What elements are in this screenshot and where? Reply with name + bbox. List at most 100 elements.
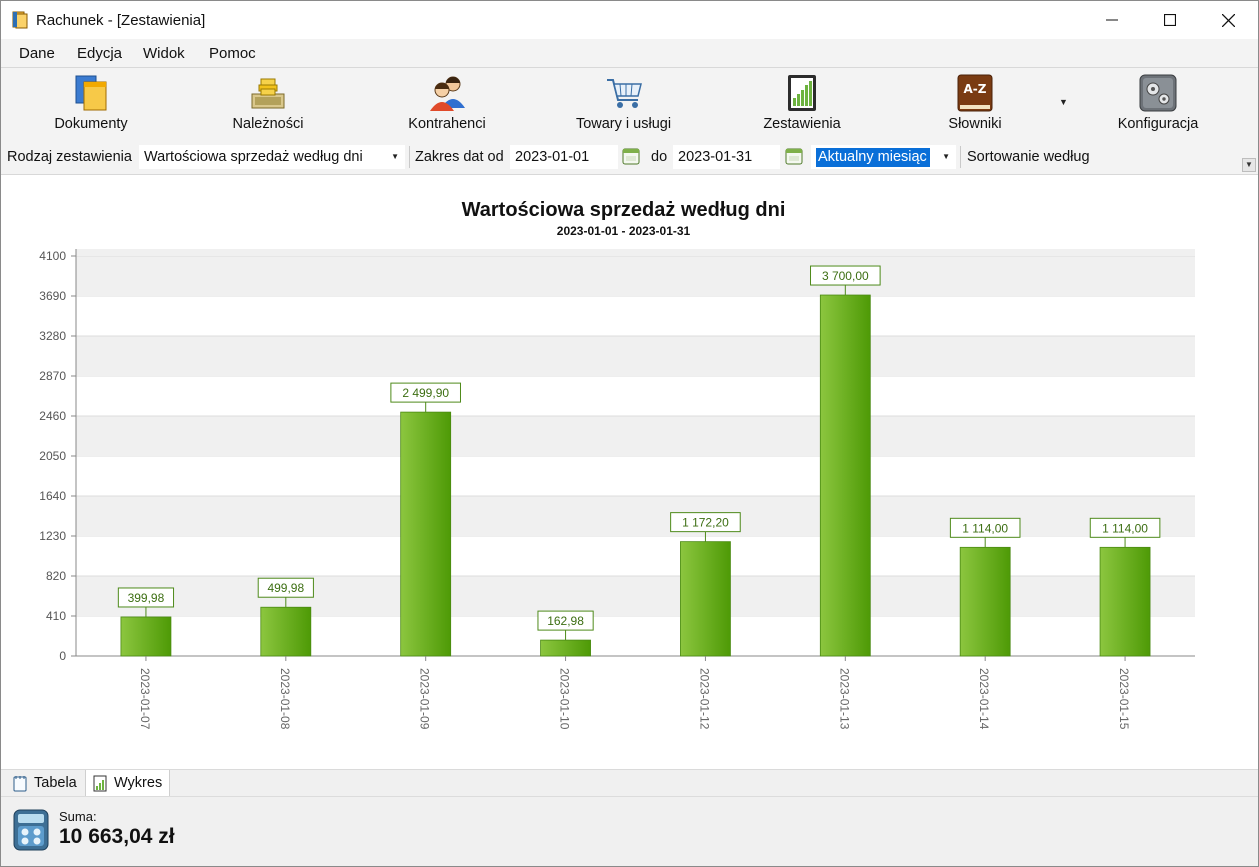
- tab-wykres[interactable]: Wykres: [85, 770, 171, 797]
- y-tick-label: 1230: [39, 529, 66, 543]
- minimize-button[interactable]: [1083, 1, 1141, 39]
- window-title: Rachunek - [Zestawienia]: [36, 12, 206, 29]
- data-label-box: [117, 587, 175, 608]
- sum-value: 10 663,04 zł: [59, 825, 175, 848]
- y-tick-label: 410: [46, 609, 66, 623]
- data-label-box: [390, 382, 461, 403]
- y-tick-label: 2460: [39, 409, 66, 423]
- chart-title: Wartościowa sprzedaż według dni: [461, 199, 786, 221]
- date-range-label: Zakres dat od: [415, 149, 504, 165]
- toolbar-kontrahenci-button[interactable]: Kontrahenci: [397, 68, 497, 140]
- data-label: 1 114,00: [962, 521, 1008, 535]
- toolbar-dokumenty-button[interactable]: Dokumenty: [41, 68, 141, 140]
- x-tick-label: 2023-01-12: [697, 668, 711, 730]
- menu-widok[interactable]: Widok: [143, 45, 185, 62]
- report-type-value: Wartościowa sprzedaż według dni: [144, 149, 363, 165]
- menu-pomoc[interactable]: Pomoc: [209, 45, 256, 62]
- data-label-box: [670, 512, 741, 533]
- view-tabs: Tabela Wykres: [1, 769, 1258, 797]
- menu-bar: Dane Edycja Widok Pomoc: [1, 39, 1258, 67]
- y-tick-label: 1640: [39, 489, 66, 503]
- documents-icon: [75, 75, 107, 111]
- toolbar-label: Należności: [232, 116, 304, 132]
- dropdown-arrow-icon: ▼: [942, 152, 950, 161]
- toolbar-label: Kontrahenci: [408, 116, 486, 132]
- maximize-button[interactable]: [1141, 1, 1199, 39]
- menu-edycja[interactable]: Edycja: [77, 45, 123, 62]
- data-label: 2 499,90: [402, 386, 449, 400]
- data-label-box: [949, 517, 1021, 538]
- y-tick-label: 3690: [39, 289, 66, 303]
- sum-label: Suma:: [59, 809, 97, 824]
- report-type-label: Rodzaj zestawienia: [7, 149, 132, 165]
- tab-tabela[interactable]: Tabela: [7, 770, 83, 796]
- sort-label: Sortowanie według: [967, 149, 1090, 165]
- tab-label: Wykres: [114, 775, 163, 791]
- x-tick-label: 2023-01-07: [138, 668, 152, 730]
- y-tick-label: 2870: [39, 369, 66, 383]
- bar: [1099, 546, 1151, 657]
- period-dropdown[interactable]: Aktualny miesiąc ▼: [811, 145, 956, 169]
- grid-band: [76, 249, 1195, 256]
- contractors-icon: [430, 76, 465, 111]
- toolbar-label: Towary i usługi: [575, 116, 672, 132]
- toolbar-label: Słowniki: [948, 116, 1002, 132]
- toolbar-label: Zestawienia: [763, 116, 841, 132]
- data-label: 1 172,20: [682, 516, 729, 530]
- report-type-dropdown[interactable]: Wartościowa sprzedaż według dni ▼: [139, 145, 405, 169]
- toolbar-towary-button[interactable]: Towary i usługi: [566, 68, 681, 140]
- dropdown-arrow-icon: ▼: [391, 152, 399, 161]
- y-tick-label: 0: [59, 649, 66, 663]
- close-button[interactable]: [1199, 1, 1257, 39]
- bar: [540, 639, 591, 657]
- bar: [400, 411, 452, 657]
- toolbar-more-arrow[interactable]: ▼: [1059, 97, 1068, 107]
- notepad-icon: [13, 775, 27, 791]
- title-bar: Rachunek - [Zestawienia]: [1, 1, 1258, 39]
- receivables-icon: [251, 78, 285, 109]
- chart-panel: Wartościowa sprzedaż według dni 2023-01-…: [1, 175, 1258, 769]
- x-tick-label: 2023-01-15: [1117, 668, 1131, 730]
- filter-expand-icon[interactable]: ▼: [1242, 158, 1256, 172]
- cart-icon: [606, 79, 642, 108]
- toolbar-zestawienia-button[interactable]: Zestawienia: [752, 68, 852, 140]
- minimize-icon: [1106, 19, 1118, 21]
- tab-label: Tabela: [34, 775, 77, 791]
- bar: [680, 541, 731, 657]
- data-label: 499,98: [267, 581, 304, 595]
- maximize-icon: [1164, 14, 1176, 26]
- bar: [260, 606, 312, 657]
- calendar-from-icon[interactable]: [622, 147, 640, 165]
- separator: [960, 146, 961, 168]
- toolbar-label: Dokumenty: [54, 116, 128, 132]
- date-to-input[interactable]: 2023-01-31: [673, 145, 780, 169]
- svg-text:A-Z: A-Z: [964, 82, 987, 96]
- data-label-box: [810, 265, 881, 286]
- data-label-box: [537, 610, 594, 631]
- separator: [409, 146, 410, 168]
- report-chart-icon: [788, 75, 816, 111]
- filter-bar: Rodzaj zestawienia Wartościowa sprzedaż …: [1, 140, 1258, 175]
- y-tick-label: 2050: [39, 449, 66, 463]
- x-tick-label: 2023-01-09: [418, 668, 432, 730]
- bar-chart: 0 410 820 1230 1640 2050 2460 2870 3280 3690 4100 3…: [39, 249, 1195, 730]
- x-tick-label: 2023-01-08: [278, 668, 292, 730]
- status-bar: Suma: 10 663,04 zł: [1, 796, 1258, 866]
- bar: [819, 294, 871, 657]
- chart-subtitle: 2023-01-01 - 2023-01-31: [556, 224, 691, 238]
- gears-icon: [1139, 74, 1177, 112]
- x-tick-label: 2023-01-13: [837, 668, 851, 730]
- close-icon: [1221, 13, 1235, 27]
- toolbar-slowniki-button[interactable]: A-Z Słowniki: [925, 68, 1025, 140]
- toolbar-naleznosci-button[interactable]: Należności: [218, 68, 318, 140]
- menu-dane[interactable]: Dane: [19, 45, 55, 62]
- data-label: 1 114,00: [1102, 521, 1148, 535]
- x-tick-label: 2023-01-14: [977, 668, 991, 730]
- dictionary-icon: A-Z: [957, 74, 993, 112]
- date-from-input[interactable]: 2023-01-01: [510, 145, 618, 169]
- calendar-to-icon[interactable]: [785, 147, 803, 165]
- bar: [959, 546, 1011, 657]
- toolbar-konfiguracja-button[interactable]: Konfiguracja: [1108, 68, 1208, 140]
- calculator-icon: [13, 809, 49, 851]
